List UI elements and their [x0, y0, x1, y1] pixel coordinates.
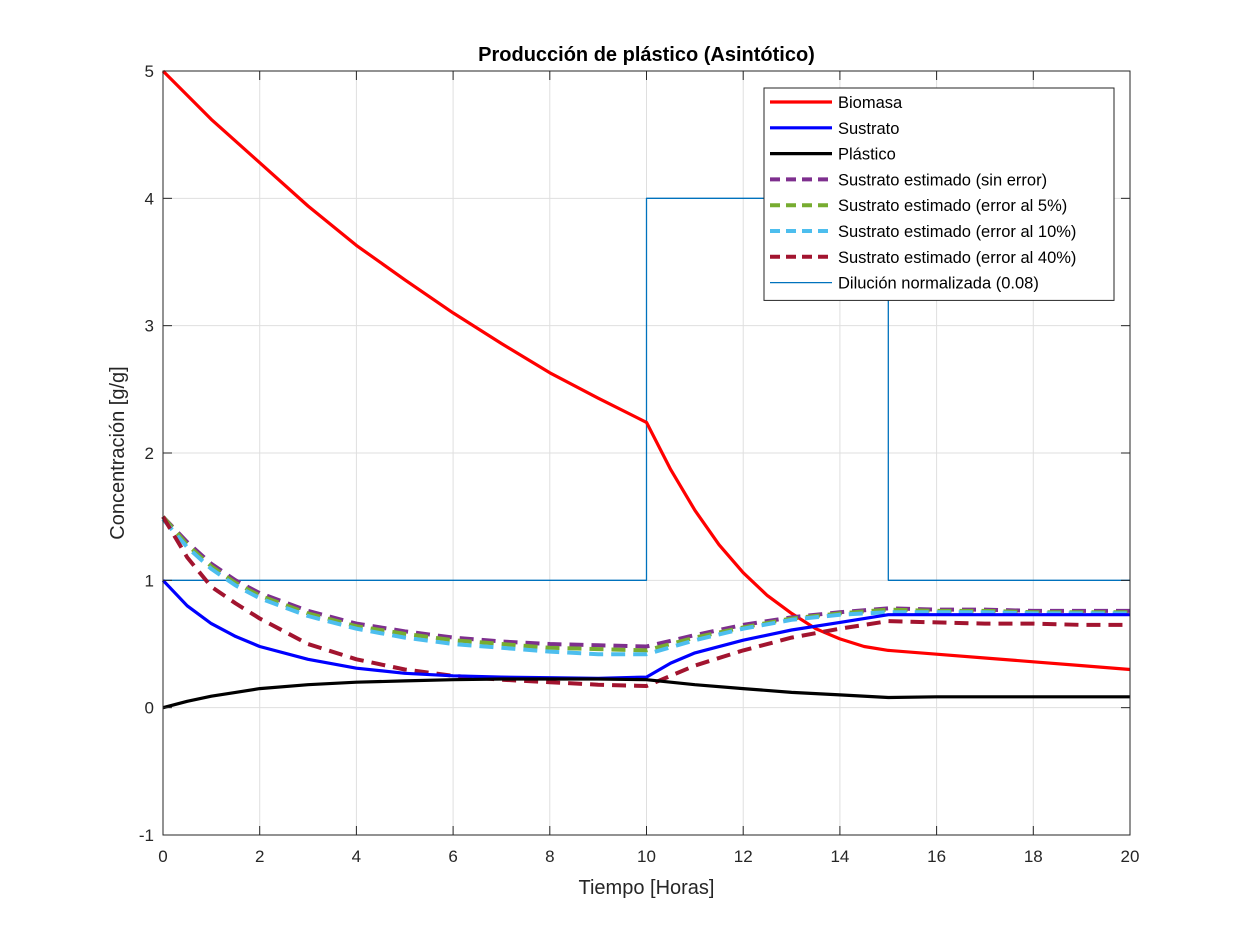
- y-tick-label: 2: [145, 444, 154, 463]
- y-tick-label: 4: [145, 189, 154, 208]
- y-tick-label: -1: [139, 826, 154, 845]
- x-tick-label: 16: [927, 847, 946, 866]
- legend-label-7: Dilución normalizada (0.08): [838, 275, 1039, 293]
- legend-label-1: Sustrato: [838, 120, 899, 138]
- legend-label-0: Biomasa: [838, 94, 903, 112]
- x-tick-label: 2: [255, 847, 264, 866]
- legend-label-6: Sustrato estimado (error al 40%): [838, 249, 1076, 267]
- y-tick-label: 5: [145, 62, 154, 81]
- legend-box: [763, 87, 1115, 301]
- y-tick-label: 3: [145, 317, 154, 336]
- y-axis-label: Concentración [g/g]: [107, 366, 129, 539]
- series-line-6: [161, 515, 1130, 688]
- x-tick-label: 18: [1024, 847, 1043, 866]
- x-axis-label: Tiempo [Horas]: [579, 877, 715, 899]
- series-line-3: [161, 515, 1130, 649]
- legend-label-4: Sustrato estimado (error al 5%): [838, 197, 1067, 215]
- x-tick-label: 6: [448, 847, 457, 866]
- x-tick-label: 12: [734, 847, 753, 866]
- x-tick-label: 4: [352, 847, 361, 866]
- x-tick-label: 10: [637, 847, 656, 866]
- x-tick-label: 8: [545, 847, 554, 866]
- y-tick-label: 1: [145, 571, 154, 590]
- legend-label-2: Plástico: [838, 146, 896, 164]
- series-line-0: [161, 69, 1131, 672]
- x-tick-label: 0: [158, 847, 167, 866]
- series-line-5: [161, 517, 1130, 657]
- chart-title: Producción de plástico (Asintótico): [478, 44, 815, 66]
- x-tick-label: 20: [1121, 847, 1140, 866]
- legend-label-5: Sustrato estimado (error al 10%): [838, 223, 1076, 241]
- y-tick-label: 0: [145, 699, 154, 718]
- x-tick-label: 14: [830, 847, 849, 866]
- legend-label-3: Sustrato estimado (sin error): [838, 171, 1047, 189]
- legend: Biomasa Sustrato Plástico Sustrato estimado…: [763, 87, 1115, 301]
- series-line-2: [162, 677, 1130, 710]
- series-line-4: [161, 515, 1130, 653]
